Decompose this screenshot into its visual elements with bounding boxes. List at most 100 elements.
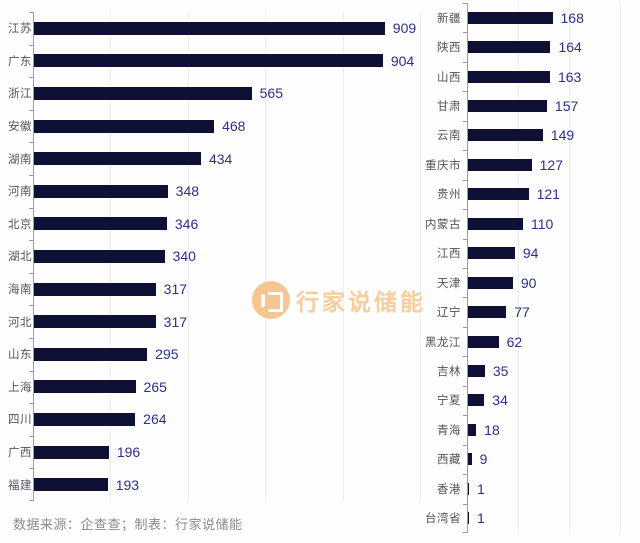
plot-cell: 1 (467, 503, 635, 532)
category-label: 台湾省 (425, 513, 461, 526)
category-label: 北京 (8, 218, 32, 231)
bar-row: 甘肃 157 (425, 91, 635, 120)
axis-tick (29, 175, 33, 176)
bar-row: 江西 94 (425, 239, 635, 268)
value-label: 127 (539, 156, 563, 173)
bar (33, 21, 385, 35)
category-label: 江苏 (8, 23, 32, 36)
hangjiashuo-logo-icon (252, 281, 290, 319)
plot-cell: 35 (467, 356, 635, 385)
plot-cell: 90 (467, 268, 635, 297)
bar (33, 217, 167, 231)
bar (467, 70, 550, 83)
left-bar-chart: 江苏 909 广东 904 浙江 565 安徽 468 湖南 434 河南 348 北京 346 湖北 340… (8, 12, 421, 501)
bar-row: 江苏 909 (8, 12, 420, 45)
axis-tick (463, 386, 467, 387)
bar (33, 282, 156, 296)
bar-row: 海南 317 (8, 273, 420, 306)
plot-cell: 468 (33, 110, 420, 143)
plot-cell: 157 (467, 91, 635, 120)
axis-tick (29, 110, 33, 111)
category-label: 内蒙古 (425, 218, 461, 231)
bar-row: 浙江 565 (8, 77, 420, 110)
value-label: 9 (479, 451, 488, 468)
bar (467, 364, 485, 377)
axis-tick (463, 445, 467, 446)
bar-row: 安徽 468 (8, 110, 420, 143)
bar-row: 天津 90 (425, 268, 635, 297)
axis-tick (463, 532, 467, 533)
axis-tick (29, 436, 33, 437)
logo-glyph-box (268, 292, 283, 312)
bar-row: 湖南 434 (8, 142, 420, 175)
plot-cell: 168 (467, 3, 635, 32)
gridline (265, 12, 267, 501)
value-label: 110 (531, 215, 554, 232)
value-label: 193 (115, 476, 140, 493)
bar-row: 宁夏 34 (425, 386, 635, 415)
plot-cell: 18 (467, 415, 635, 444)
bar (467, 512, 469, 525)
bar (33, 380, 136, 394)
value-label: 565 (259, 85, 283, 102)
bar-row: 新疆 168 (425, 3, 635, 32)
plot-cell: 163 (467, 62, 635, 91)
plot-cell: 62 (467, 327, 635, 356)
plot-cell: 110 (467, 209, 635, 238)
value-label: 340 (172, 248, 196, 265)
plot-cell: 264 (33, 403, 420, 436)
bar (33, 315, 156, 329)
bar-row: 河北 317 (8, 305, 420, 338)
plot-cell: 196 (33, 436, 420, 469)
bar-row: 台湾省 1 (425, 503, 635, 532)
category-label: 福建 (8, 479, 32, 492)
value-label: 196 (116, 444, 141, 461)
value-label: 121 (536, 186, 560, 203)
bar-row: 西藏 9 (425, 445, 635, 474)
bar-row: 河南 348 (8, 175, 420, 208)
axis-tick (29, 142, 33, 143)
axis-tick (463, 209, 467, 210)
value-label: 346 (174, 215, 199, 232)
value-label: 18 (484, 421, 500, 438)
axis-tick (29, 12, 33, 13)
bar-row: 山西 163 (425, 62, 635, 91)
plot-cell: 909 (33, 12, 420, 45)
bar (467, 158, 532, 171)
bar-row: 广东 904 (8, 45, 420, 78)
bar-row: 上海 265 (8, 371, 420, 404)
bar (33, 478, 108, 492)
value-label: 149 (550, 127, 575, 144)
plot-cell: 346 (33, 208, 420, 241)
bar (467, 100, 547, 113)
axis-tick (29, 273, 33, 274)
bar (467, 217, 523, 230)
value-label: 94 (522, 245, 539, 262)
bar (33, 412, 136, 426)
bar (33, 54, 383, 68)
bar (33, 347, 148, 361)
axis-tick (29, 208, 33, 209)
gridline (568, 3, 570, 533)
right-bar-chart: 新疆 168 陕西 164 山西 163 甘肃 157 云南 149 重庆市 127 贵州 121 内蒙古 1… (425, 3, 635, 533)
bar (467, 41, 551, 54)
value-label: 265 (143, 378, 167, 395)
axis-tick (463, 297, 467, 298)
plot-cell: 94 (467, 239, 635, 268)
category-label: 云南 (437, 130, 461, 143)
bar (467, 276, 513, 289)
value-label: 904 (390, 52, 415, 69)
value-label: 77 (514, 304, 530, 321)
axis-tick (463, 91, 467, 92)
value-label: 434 (208, 150, 233, 167)
category-label: 辽宁 (437, 307, 461, 320)
category-label: 河南 (8, 186, 32, 199)
plot-cell: 1 (467, 474, 635, 503)
category-label: 浙江 (8, 88, 32, 101)
bar-row: 黑龙江 62 (425, 327, 635, 356)
category-label: 吉林 (437, 365, 461, 378)
axis-tick (29, 338, 33, 339)
axis-tick (463, 180, 467, 181)
bar (33, 119, 215, 133)
